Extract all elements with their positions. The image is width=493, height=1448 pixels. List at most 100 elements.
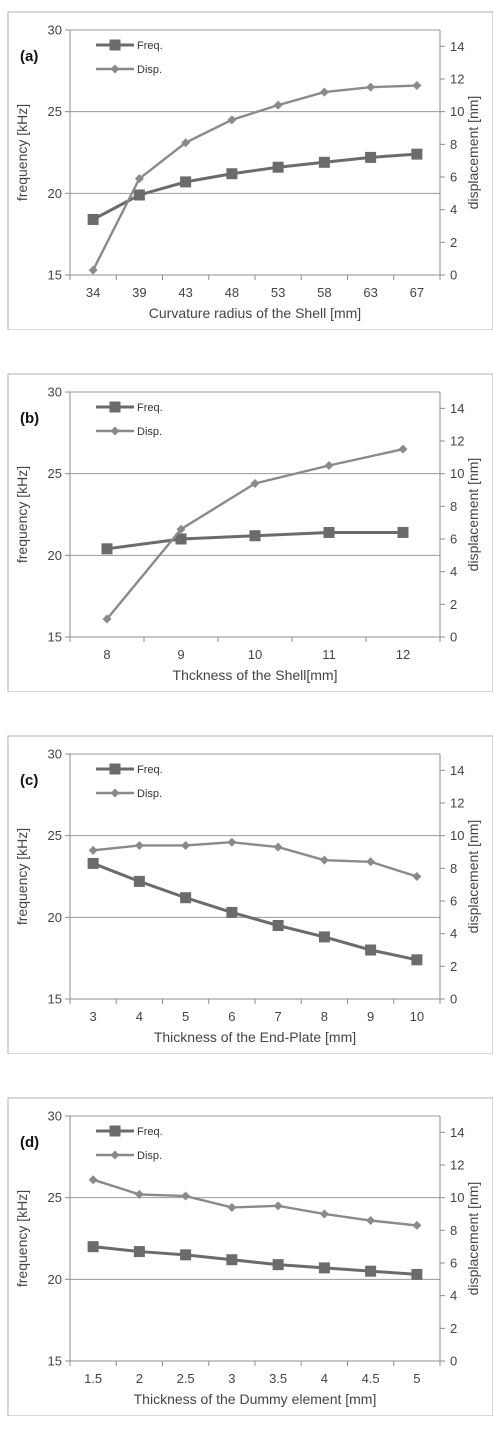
y-axis-label-right: displacement [nm] [465,1182,481,1296]
disp-data-point [366,1216,376,1226]
disp-data-point [134,840,144,850]
y-tick-label-right: 2 [450,959,457,974]
legend-label-freq: Freq. [137,402,163,414]
freq-data-point [87,857,99,869]
freq-data-point [101,543,113,555]
y-tick-label-right: 10 [450,1190,464,1205]
x-tick-label: 10 [410,1009,424,1024]
x-tick-label: 2 [136,1371,143,1386]
y-axis-label-left: frequency [kHz] [14,466,30,563]
disp-data-point [398,444,408,454]
legend-label-disp: Disp. [137,788,162,800]
disp-data-point [88,845,98,855]
freq-data-point [87,1241,99,1253]
x-tick-label: 8 [321,1009,328,1024]
freq-data-point [87,213,99,225]
disp-data-point [319,1209,329,1219]
freq-data-point [365,944,377,956]
disp-data-point [273,1201,283,1211]
legend-marker [109,401,121,413]
freq-data-point [397,526,409,538]
disp-series-line [92,1178,418,1227]
chart-frame [7,11,493,330]
legend-marker [110,64,120,74]
x-tick-label: 12 [396,647,410,662]
freq-data-point [318,1262,330,1274]
y-tick-label-right: 4 [450,926,457,941]
freq-data-point [226,168,238,180]
freq-data-point [365,1265,377,1277]
y-tick-label-right: 14 [450,39,464,54]
y-tick-label-right: 14 [450,1125,464,1140]
y-tick-label-right: 0 [450,1354,457,1369]
y-tick-label-right: 14 [450,763,464,778]
legend-label-disp: Disp. [137,1150,162,1162]
disp-data-point [134,1189,144,1199]
y-tick-label-left: 30 [48,1109,62,1124]
x-tick-label: 1.5 [84,1371,102,1386]
y-tick-label-right: 10 [450,466,464,481]
freq-data-point [249,530,261,542]
freq-data-point [133,875,145,887]
chart-frame [7,1097,493,1416]
freq-data-point [180,1249,192,1261]
panel-label: (d) [20,1134,39,1151]
freq-data-point [411,148,423,160]
y-axis-label-left: frequency [kHz] [14,104,30,201]
legend-label-freq: Freq. [137,764,163,776]
y-tick-label-left: 20 [48,910,62,925]
x-axis-label: Thickness of the End-Plate [mm] [154,1029,356,1045]
x-tick-label: 4.5 [362,1371,380,1386]
y-tick-label-right: 4 [450,202,457,217]
legend-label-freq: Freq. [137,1126,163,1138]
disp-data-point [181,840,191,850]
x-axis-label: Curvature radius of the Shell [mm] [149,305,361,321]
legend-marker [109,39,121,51]
chart-svg-d: 15 20 25 30 0 2 4 6 8 10 12 14 1.5 2 2.5 3 3.5 4 4.5 5 Thick… [7,1097,493,1416]
disp-data-point [412,81,422,91]
freq-data-point [226,1254,238,1266]
y-tick-label-right: 12 [450,1158,464,1173]
disp-data-point [319,855,329,865]
y-tick-label-left: 15 [48,268,62,283]
y-tick-label-right: 6 [450,532,457,547]
disp-data-point [366,82,376,92]
legend-marker [109,1125,121,1137]
freq-data-point [318,931,330,943]
freq-data-point [318,156,330,168]
x-tick-label: 2.5 [177,1371,195,1386]
x-tick-label: 3 [90,1009,97,1024]
freq-data-point [411,954,423,966]
freq-series-line [92,1245,417,1276]
x-tick-label: 11 [322,647,336,662]
disp-data-point [319,87,329,97]
disp-data-point [324,461,334,470]
freq-data-point [411,1268,423,1280]
disp-data-point [102,614,112,624]
freq-series-line [92,862,418,962]
x-tick-label: 3.5 [269,1371,287,1386]
legend-marker [109,763,121,775]
y-tick-label-left: 30 [48,747,62,762]
y-tick-label-right: 12 [450,434,464,449]
y-tick-label-right: 14 [450,401,464,416]
x-tick-label: 53 [271,285,285,300]
y-tick-label-right: 8 [450,499,457,514]
y-tick-label-left: 25 [48,828,62,843]
y-tick-label-left: 25 [48,1190,62,1205]
disp-data-point [412,872,422,881]
freq-data-point [272,161,284,173]
y-tick-label-left: 30 [48,385,62,400]
y-tick-label-left: 15 [48,630,62,645]
y-tick-label-left: 15 [48,1354,62,1369]
x-tick-label: 48 [225,285,239,300]
legend-label-freq: Freq. [137,40,163,52]
y-tick-label-right: 6 [450,1256,457,1271]
y-axis-label-right: displacement [nm] [465,96,481,210]
x-tick-label: 67 [410,285,424,300]
disp-data-point [176,524,186,534]
disp-series-line [92,840,418,878]
x-tick-label: 8 [103,647,110,662]
x-tick-label: 7 [275,1009,282,1024]
disp-data-point [227,1202,237,1212]
